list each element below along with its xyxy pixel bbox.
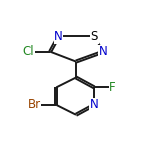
Text: N: N: [99, 45, 108, 58]
Text: S: S: [91, 30, 98, 43]
Text: F: F: [109, 81, 116, 94]
Text: N: N: [90, 98, 99, 111]
Text: Cl: Cl: [22, 45, 34, 58]
Text: N: N: [54, 30, 63, 43]
Text: Br: Br: [28, 98, 41, 111]
